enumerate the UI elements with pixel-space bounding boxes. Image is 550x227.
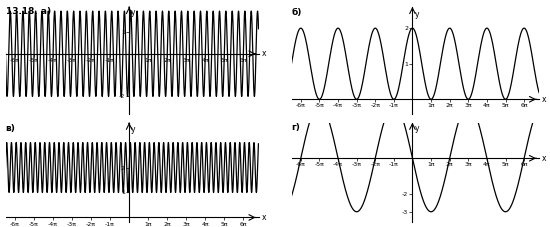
Text: x: x — [261, 213, 266, 222]
Text: y: y — [414, 10, 419, 19]
Text: y: y — [414, 124, 419, 133]
Text: в): в) — [6, 123, 15, 133]
Text: г): г) — [292, 123, 300, 132]
Text: x: x — [542, 95, 546, 104]
Text: x: x — [261, 49, 266, 58]
Text: x: x — [542, 154, 546, 163]
Text: y: y — [131, 8, 135, 17]
Text: 13.18. а): 13.18. а) — [6, 7, 51, 16]
Text: б): б) — [292, 8, 302, 17]
Text: y: y — [131, 126, 135, 134]
